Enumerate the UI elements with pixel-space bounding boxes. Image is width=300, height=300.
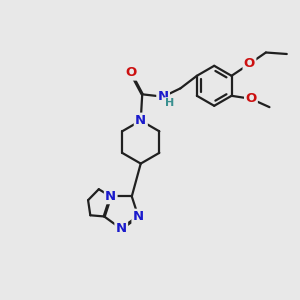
Text: N: N	[116, 222, 127, 235]
Text: O: O	[126, 66, 137, 79]
Text: N: N	[135, 114, 146, 127]
Text: H: H	[165, 98, 174, 108]
Text: N: N	[133, 210, 144, 223]
Text: O: O	[245, 92, 256, 105]
Text: N: N	[135, 114, 146, 127]
Text: N: N	[158, 90, 169, 103]
Text: O: O	[244, 57, 255, 70]
Text: N: N	[105, 190, 116, 203]
